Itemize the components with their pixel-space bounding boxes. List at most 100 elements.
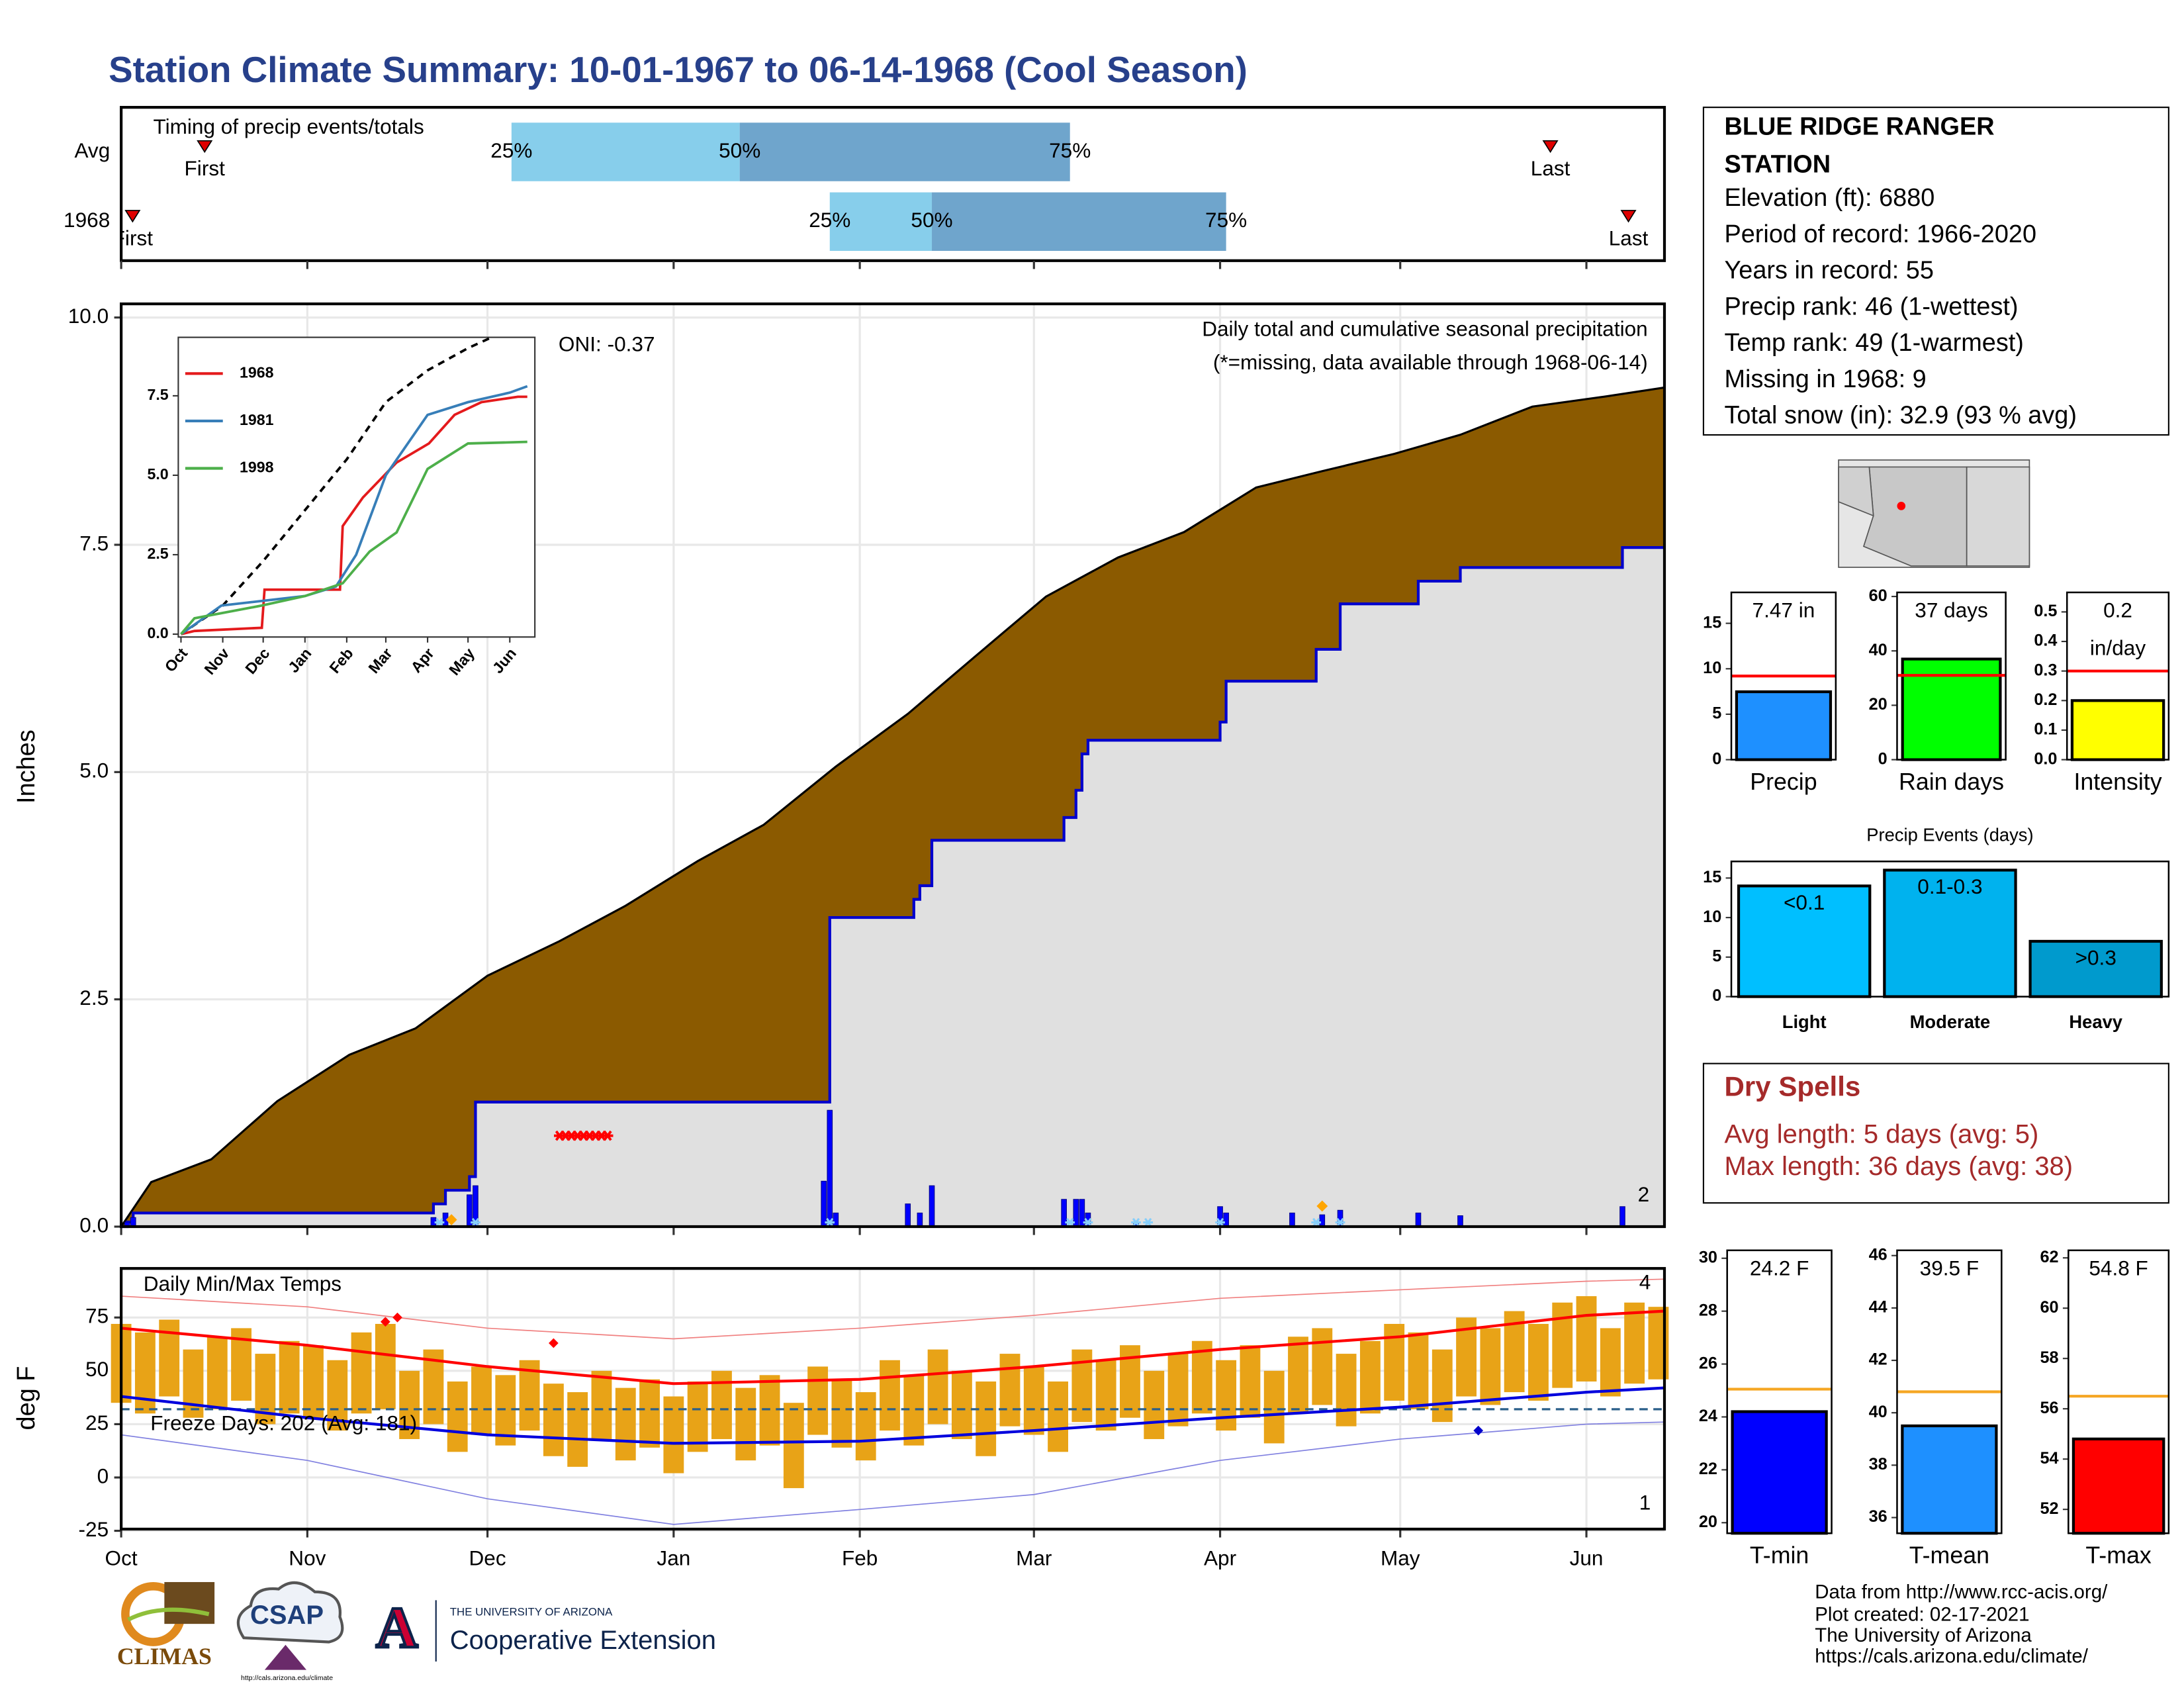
temp-range-bar — [1576, 1296, 1597, 1382]
y-tick-label: 0.0 — [79, 1213, 109, 1237]
bar — [1883, 868, 2017, 998]
temp-range-bar — [783, 1403, 804, 1489]
y-tick-label: 42 — [1869, 1350, 1888, 1369]
bar — [1737, 884, 1872, 998]
csap-text: CSAP — [250, 1601, 324, 1630]
snow-marker — [1131, 1217, 1141, 1227]
dry-spells-title: Dry Spells — [1724, 1071, 1860, 1102]
marker-label: Last — [1531, 156, 1570, 180]
temp-range-bar — [1480, 1328, 1501, 1405]
snow-marker — [471, 1217, 480, 1227]
y-tick-label: 0.1 — [2034, 720, 2057, 739]
station-line: Elevation (ft): 6880 — [1724, 184, 1934, 212]
y-tick-label: 36 — [1869, 1507, 1888, 1526]
value-label: 39.5 F — [1920, 1256, 1979, 1280]
dry-spells-box — [1702, 1062, 2169, 1204]
y-tick-label: 0 — [97, 1464, 109, 1487]
x-tick-label: Jan — [657, 1546, 690, 1570]
temp-range-bar — [375, 1323, 396, 1409]
category-label: Rain days — [1899, 769, 2004, 795]
y-tick-label: 75 — [85, 1304, 109, 1328]
value-label: >0.3 — [2075, 946, 2116, 970]
y-tick-label: 5.0 — [147, 465, 168, 483]
temp-range-bar — [591, 1370, 612, 1439]
snow-marker — [1311, 1217, 1322, 1227]
timing-bar-high — [932, 192, 1226, 252]
y-tick-label: 0.4 — [2034, 632, 2057, 650]
temp-range-bar — [735, 1387, 756, 1461]
temp-range-bar — [206, 1336, 228, 1409]
snow-marker — [1065, 1217, 1075, 1227]
event-marker — [1316, 1200, 1328, 1212]
temp-range-bar — [615, 1387, 636, 1461]
y-tick-label: 5.0 — [79, 759, 109, 782]
y-tick-label: 20 — [1699, 1513, 1717, 1531]
series-line — [181, 395, 527, 635]
temp-range-bar — [1023, 1366, 1044, 1435]
y-tick-label: 50 — [85, 1357, 109, 1381]
y-tick-label: 44 — [1869, 1298, 1888, 1317]
dry-spells-line: Avg length: 5 days (avg: 5) — [1724, 1120, 2038, 1149]
daily-precip-bar — [1289, 1212, 1295, 1227]
count-low: 1 — [1639, 1490, 1651, 1514]
y-tick-label: 2.5 — [79, 986, 109, 1009]
station-line: Years in record: 55 — [1724, 257, 1933, 285]
snow-marker — [434, 1217, 445, 1227]
count-label: 2 — [1638, 1182, 1650, 1206]
temp-range-bar — [1095, 1360, 1116, 1431]
temp-range-bar — [279, 1340, 300, 1414]
station-name: BLUE RIDGE RANGER — [1724, 113, 1994, 141]
daily-precip-bar — [905, 1203, 911, 1227]
precip-border — [119, 302, 1666, 1229]
y-tick-label: 54 — [2040, 1449, 2059, 1468]
ua-logo: A THE UNIVERSITY OF ARIZONA Cooperative … — [375, 1594, 716, 1662]
freeze-label: Freeze Days: 202 (Avg: 181) — [150, 1411, 417, 1434]
bar — [2070, 699, 2165, 761]
timing-content: Timing of precip events/totals 25% 50% 75% F… — [121, 115, 1649, 252]
temp-range-bar — [903, 1375, 925, 1446]
y-tick-label: 28 — [1699, 1301, 1717, 1319]
snow-marker — [1083, 1217, 1093, 1227]
y-tick-label: 7.5 — [79, 531, 109, 555]
y-tick-label: 15 — [1703, 613, 1721, 632]
y-tick-label: 24 — [1699, 1407, 1717, 1425]
y-tick-label: 7.5 — [147, 386, 168, 403]
value-label: 54.8 F — [2089, 1256, 2148, 1280]
locator-map — [1838, 459, 2030, 568]
bar — [1735, 690, 1833, 761]
missing-marker — [602, 1130, 614, 1141]
temp-range-bar — [1312, 1328, 1333, 1405]
page-title: Station Climate Summary: 10-01-1967 to 0… — [109, 49, 1248, 90]
y-tick-label: 26 — [1699, 1354, 1717, 1372]
temp-range-bar — [1144, 1370, 1165, 1439]
legend-label: 1998 — [240, 459, 274, 476]
category-label: Precip — [1750, 769, 1817, 795]
temp-range-bar — [927, 1349, 948, 1425]
csap-logo: CSAP http://cals.arizona.edu/climate — [236, 1581, 344, 1682]
temp-range-bar — [951, 1370, 972, 1439]
snow-marker — [1335, 1217, 1345, 1227]
season-cumulative-line — [121, 545, 1664, 1229]
y-tick-label: 0.3 — [2034, 661, 2057, 679]
inset-lines — [180, 337, 528, 635]
temp-range-bar — [976, 1381, 997, 1456]
y-tick-label: 5 — [1712, 947, 1721, 966]
timing-border — [119, 106, 1666, 262]
csap-url: http://cals.arizona.edu/climate — [241, 1674, 333, 1682]
timing-title: Timing of precip events/totals — [154, 115, 424, 138]
y-tick-label: 56 — [2040, 1399, 2059, 1417]
y-tick-label: 10 — [1703, 908, 1721, 926]
temp-range-bar — [807, 1366, 829, 1435]
value-label: <0.1 — [1784, 890, 1825, 914]
y-tick-label: 10 — [1703, 659, 1721, 677]
record-marker — [380, 1317, 390, 1327]
average-line — [120, 1386, 1665, 1445]
temp-range-bar — [855, 1392, 876, 1461]
snow-marker — [1215, 1217, 1225, 1227]
average-line — [180, 337, 495, 635]
station-name: STATION — [1724, 151, 1831, 179]
small-border — [1730, 591, 1837, 761]
temp-range-bar — [1624, 1302, 1645, 1384]
chart-subtitle: (*=missing, data available through 1968-… — [1213, 350, 1648, 374]
temp-range-bar — [1600, 1328, 1621, 1397]
